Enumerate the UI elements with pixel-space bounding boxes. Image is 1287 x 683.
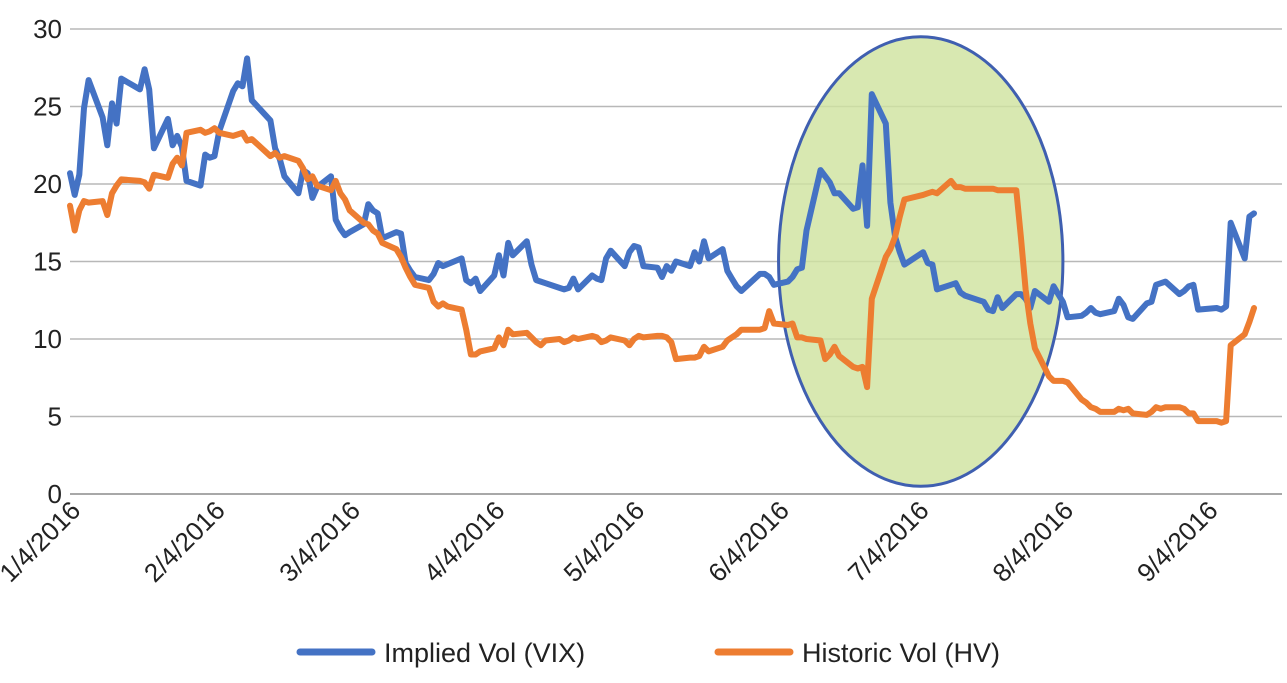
x-tick-label: 2/4/2016 bbox=[138, 495, 231, 588]
y-tick-label: 5 bbox=[48, 402, 62, 432]
legend-item-vix: Implied Vol (VIX) bbox=[296, 638, 585, 668]
x-tick-label: 1/4/2016 bbox=[0, 495, 86, 588]
y-tick-label: 20 bbox=[33, 169, 62, 199]
series-lines bbox=[67, 55, 1257, 426]
y-tick-label: 0 bbox=[48, 479, 62, 509]
highlight-region bbox=[777, 35, 1065, 488]
series-line-vix bbox=[67, 55, 1257, 322]
legend-label-vix: Implied Vol (VIX) bbox=[384, 638, 585, 668]
x-tick-label: 3/4/2016 bbox=[273, 495, 366, 588]
x-tick-label: 6/4/2016 bbox=[702, 495, 795, 588]
legend: Implied Vol (VIX) Historic Vol (HV) bbox=[296, 638, 1000, 668]
x-tick-label: 5/4/2016 bbox=[558, 495, 651, 588]
legend-item-hv: Historic Vol (HV) bbox=[714, 638, 1000, 668]
y-tick-label: 25 bbox=[33, 92, 62, 122]
highlight-ellipse bbox=[777, 35, 1065, 488]
y-axis-tick-labels: 0 5 10 15 20 25 30 bbox=[33, 14, 62, 509]
gridlines bbox=[70, 28, 1282, 495]
x-tick-label: 4/4/2016 bbox=[418, 495, 511, 588]
x-tick-label: 7/4/2016 bbox=[842, 495, 935, 588]
x-tick-label: 8/4/2016 bbox=[986, 495, 1079, 588]
y-tick-label: 10 bbox=[33, 324, 62, 354]
y-tick-label: 15 bbox=[33, 247, 62, 277]
series-line-hv bbox=[67, 125, 1257, 426]
legend-label-hv: Historic Vol (HV) bbox=[802, 638, 1000, 668]
x-axis-tick-labels: 1/4/2016 2/4/2016 3/4/2016 4/4/2016 5/4/2016… bbox=[0, 495, 1224, 588]
y-tick-label: 30 bbox=[33, 14, 62, 44]
x-tick-label: 9/4/2016 bbox=[1131, 495, 1224, 588]
